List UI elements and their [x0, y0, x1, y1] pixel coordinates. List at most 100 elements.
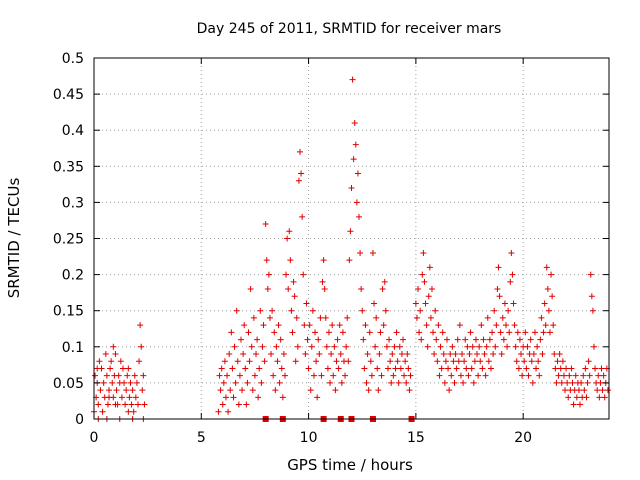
data-point	[430, 329, 437, 336]
data-point	[582, 365, 589, 372]
data-point	[288, 307, 295, 314]
data-point	[542, 322, 549, 329]
data-point	[475, 372, 482, 379]
data-point	[525, 372, 532, 379]
data-point	[138, 343, 145, 350]
y-tick-label: 0.5	[62, 51, 84, 67]
data-point	[335, 365, 342, 372]
data-point	[481, 351, 488, 358]
x-tick-label: 0	[90, 430, 99, 446]
data-point	[366, 329, 373, 336]
data-point	[584, 379, 591, 386]
data-point	[423, 322, 430, 329]
data-point	[314, 394, 321, 401]
data-point	[484, 314, 491, 321]
data-point	[337, 351, 344, 358]
data-point	[233, 307, 240, 314]
data-point	[382, 307, 389, 314]
data-point	[234, 358, 241, 365]
data-point	[588, 293, 595, 300]
data-point	[453, 365, 460, 372]
data-point	[589, 307, 596, 314]
data-point	[500, 336, 507, 343]
data-point	[507, 278, 514, 285]
data-point	[433, 336, 440, 343]
y-tick-label: 0.05	[53, 376, 84, 392]
data-point	[594, 387, 601, 394]
data-point	[586, 372, 593, 379]
data-point	[299, 213, 306, 220]
y-tick-label: 0.2	[62, 268, 84, 284]
data-point	[421, 278, 428, 285]
data-point	[121, 379, 128, 386]
data-point	[405, 365, 412, 372]
data-point	[310, 372, 317, 379]
data-point	[521, 358, 528, 365]
data-point	[305, 365, 312, 372]
data-point	[499, 314, 506, 321]
data-point	[333, 358, 340, 365]
data-point	[240, 351, 247, 358]
data-point	[364, 351, 371, 358]
data-point	[435, 322, 442, 329]
data-point	[503, 322, 509, 329]
data-point	[279, 394, 286, 401]
data-point	[523, 365, 530, 372]
data-point	[581, 387, 588, 394]
data-point	[566, 372, 573, 379]
data-point	[300, 271, 307, 278]
data-point	[125, 408, 132, 415]
data-point	[294, 343, 301, 350]
data-point	[250, 314, 257, 321]
data-point	[474, 351, 481, 358]
data-point	[524, 343, 531, 350]
data-point	[331, 343, 338, 350]
data-point	[543, 264, 550, 271]
data-point	[229, 365, 236, 372]
data-point	[104, 401, 111, 408]
data-point	[243, 401, 250, 408]
data-point	[480, 336, 487, 343]
data-point	[558, 379, 565, 386]
data-point	[476, 343, 483, 350]
data-point	[551, 351, 558, 358]
data-points	[91, 76, 611, 422]
data-point	[122, 401, 129, 408]
data-point	[388, 379, 395, 386]
data-point	[318, 372, 325, 379]
data-point	[437, 343, 444, 350]
data-point	[246, 358, 253, 365]
data-point	[298, 170, 305, 177]
data-point	[446, 387, 453, 394]
data-point	[368, 372, 375, 379]
data-point	[115, 372, 122, 379]
data-point	[375, 387, 382, 394]
data-point	[578, 379, 585, 386]
data-point	[119, 365, 126, 372]
data-point	[464, 343, 471, 350]
data-point	[598, 365, 605, 372]
data-point	[535, 358, 542, 365]
chart-title: Day 245 of 2011, SRMTID for receiver mar…	[197, 21, 502, 37]
data-point	[351, 119, 358, 126]
data-point	[427, 314, 434, 321]
data-point	[462, 336, 469, 343]
data-point	[379, 286, 386, 293]
data-point	[557, 365, 564, 372]
data-point	[450, 358, 457, 365]
data-point	[486, 336, 493, 343]
data-point	[518, 351, 525, 358]
data-point	[352, 141, 359, 148]
data-point	[537, 336, 544, 343]
data-point	[443, 336, 450, 343]
data-point	[342, 372, 349, 379]
data-point	[338, 379, 345, 386]
data-point	[419, 271, 426, 278]
data-point	[321, 286, 328, 293]
data-point	[583, 394, 590, 401]
data-point	[295, 177, 302, 184]
data-point	[262, 221, 269, 228]
data-point	[374, 365, 381, 372]
data-point	[133, 379, 140, 386]
data-point	[273, 343, 280, 350]
